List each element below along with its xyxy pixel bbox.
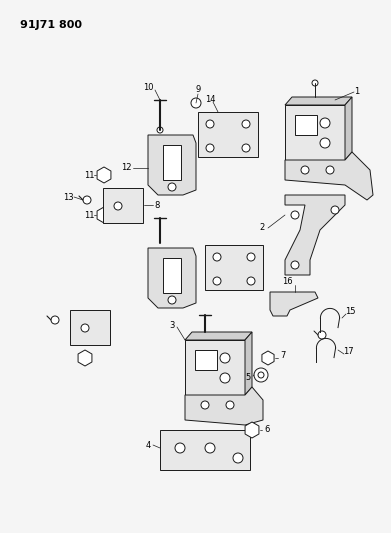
Circle shape [175,443,185,453]
Text: 3: 3 [169,320,175,329]
Polygon shape [245,332,252,395]
Circle shape [81,324,89,332]
Polygon shape [262,351,274,365]
Text: 91J71 800: 91J71 800 [20,20,82,30]
Circle shape [201,401,209,409]
Text: 1: 1 [354,87,360,96]
Bar [163,145,181,180]
Polygon shape [97,167,111,183]
Polygon shape [270,292,318,316]
Circle shape [51,316,59,324]
Text: 13: 13 [63,192,74,201]
Circle shape [320,118,330,128]
Text: 10: 10 [143,84,153,93]
Polygon shape [185,387,263,425]
Circle shape [258,372,264,378]
Circle shape [168,183,176,191]
Polygon shape [285,97,352,105]
Circle shape [191,98,201,108]
Polygon shape [148,135,196,195]
Circle shape [83,196,91,204]
Text: 14: 14 [205,95,215,104]
Circle shape [301,166,309,174]
Bar [160,430,250,470]
Circle shape [247,253,255,261]
Circle shape [320,138,330,148]
Circle shape [213,253,221,261]
Circle shape [291,211,299,219]
Circle shape [157,127,163,133]
Polygon shape [78,350,92,366]
Circle shape [318,331,326,339]
Circle shape [213,277,221,285]
Bar [285,105,345,160]
Bar [295,115,317,135]
Text: 11: 11 [84,171,94,180]
Circle shape [226,401,234,409]
Bar [198,112,258,157]
Text: 12: 12 [121,164,131,173]
Text: 5: 5 [246,374,251,383]
Text: 9: 9 [196,85,201,94]
Circle shape [326,166,334,174]
Bar [205,245,263,290]
Text: 16: 16 [282,278,292,287]
Text: 6: 6 [264,425,270,434]
Text: 17: 17 [343,348,353,357]
Circle shape [242,144,250,152]
Circle shape [205,443,215,453]
Circle shape [206,120,214,128]
Text: 7: 7 [280,351,286,360]
Bar [103,188,143,223]
Circle shape [242,120,250,128]
Circle shape [220,373,230,383]
Circle shape [233,453,243,463]
Bar [70,310,110,345]
Polygon shape [285,152,373,200]
Circle shape [254,368,268,382]
Bar [195,350,217,370]
Circle shape [331,206,339,214]
Text: 2: 2 [259,223,265,232]
Bar [163,258,181,293]
Polygon shape [148,248,196,308]
Circle shape [114,202,122,210]
Text: 8: 8 [154,200,160,209]
Circle shape [247,277,255,285]
Polygon shape [97,207,111,223]
Circle shape [312,80,318,86]
Text: 4: 4 [145,440,151,449]
Circle shape [291,261,299,269]
Bar [185,340,245,395]
Text: 11: 11 [84,211,94,220]
Polygon shape [285,195,345,275]
Circle shape [220,353,230,363]
Polygon shape [245,422,259,438]
Text: 15: 15 [345,308,355,317]
Polygon shape [345,97,352,160]
Circle shape [206,144,214,152]
Polygon shape [185,332,252,340]
Circle shape [168,296,176,304]
